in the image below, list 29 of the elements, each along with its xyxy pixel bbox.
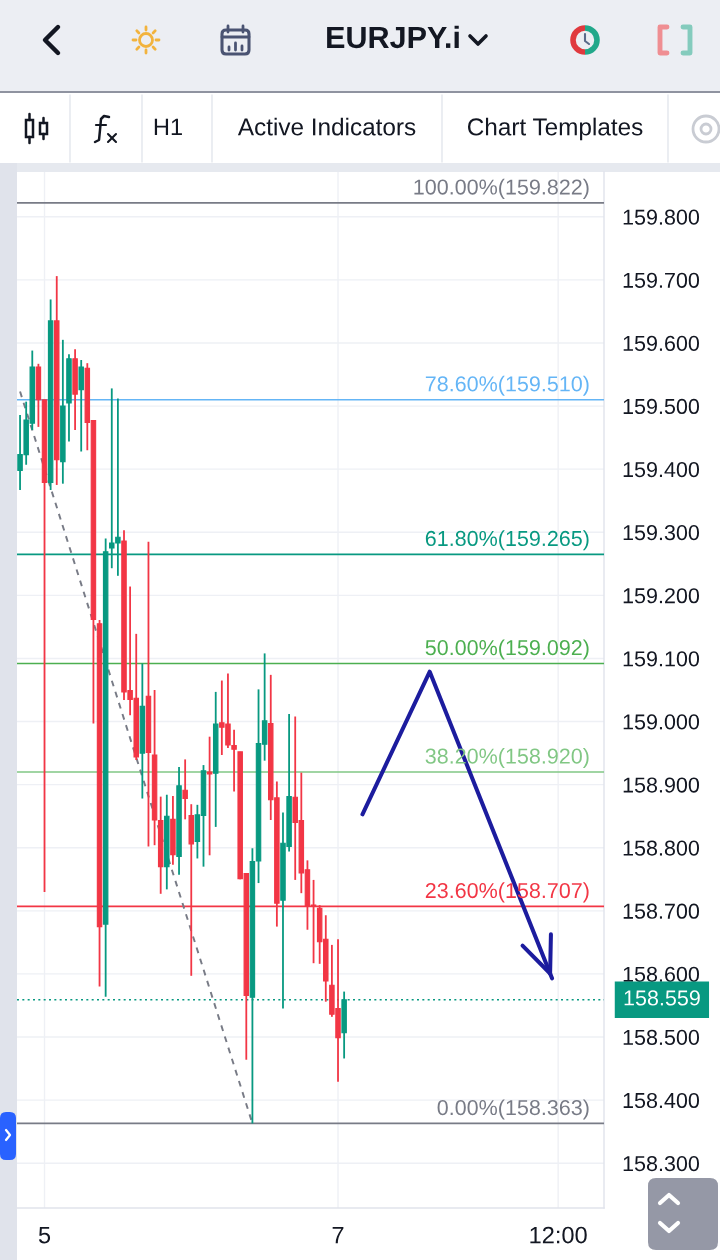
ref-line-label: 0.00%(158.363) [437,1099,589,1120]
ref-line-label: 50.00%(159.092) [425,639,589,660]
ref-line-label: 158.559 [624,990,700,1006]
y-tick-label: 159.800 [623,209,700,225]
x-tick-label: 5 [38,1226,51,1244]
chart-title: EURJPY.i [327,25,459,49]
y-tick-label: 159.500 [623,398,700,415]
y-tick-label: 158.300 [623,1155,700,1172]
y-tick-label: 159.600 [623,335,700,351]
y-tick-label: 159.700 [623,272,700,288]
text: Chart Templates [467,117,643,141]
y-tick-label: 159.200 [623,588,700,604]
y-tick-label: 158.500 [623,1029,700,1046]
y-tick-label: 158.700 [623,903,700,919]
ref-line-label: 61.80%(159.265) [425,530,589,551]
y-tick-label: 158.400 [623,1092,700,1109]
ref-line-label: 78.60%(159.510) [425,375,589,396]
y-tick-label: 159.300 [623,525,700,541]
y-tick-label: 159.000 [623,714,700,730]
text: Active Indicators [237,117,416,136]
x-tick-label: 12:00 [530,1226,587,1244]
y-tick-label: 158.900 [623,777,700,793]
y-tick-label: 159.100 [623,651,700,667]
x-tick-label: 7 [332,1226,344,1244]
chart-subtitle: H1 [154,118,182,136]
ref-line-label: 100.00%(159.822) [414,178,589,199]
y-tick-label: 159.400 [623,461,700,478]
y-tick-label: 158.600 [623,966,700,982]
y-tick-label: 158.800 [623,840,700,856]
